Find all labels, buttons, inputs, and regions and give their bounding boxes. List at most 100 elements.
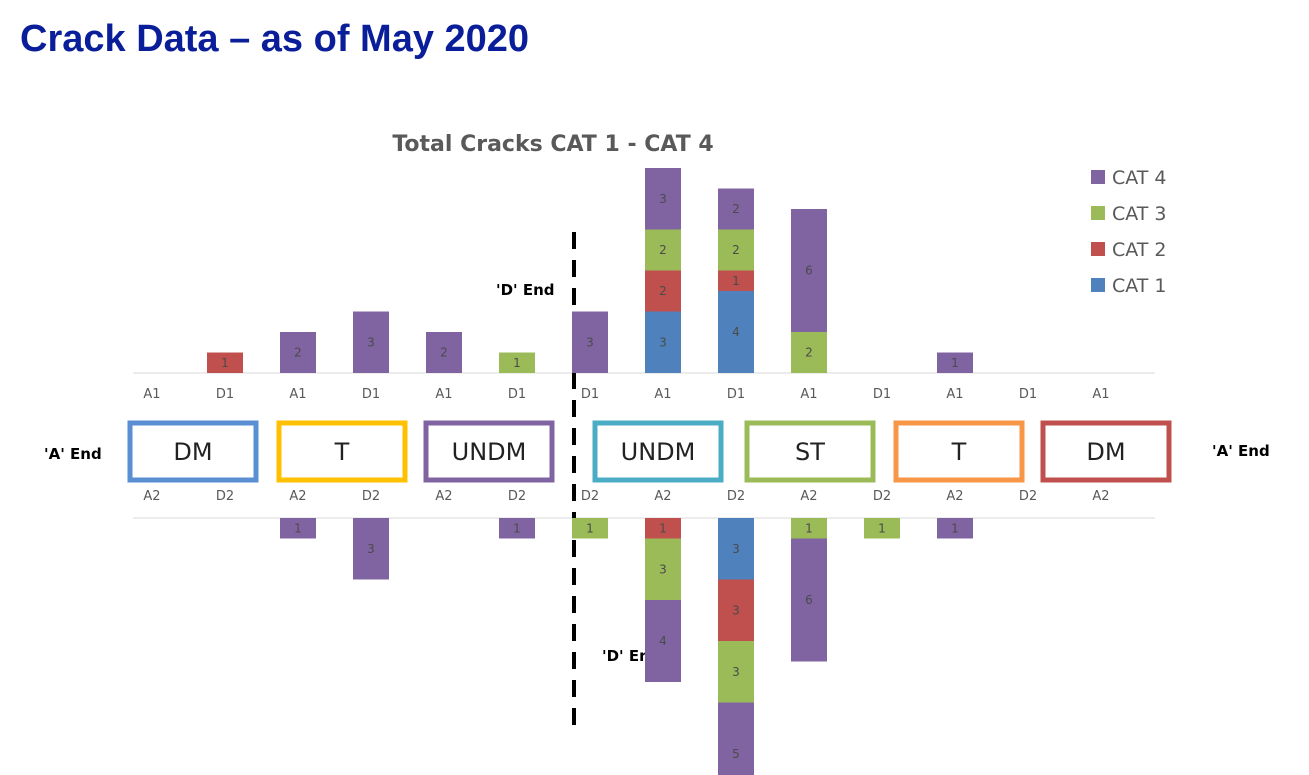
segment-value-label: 4 [659, 634, 667, 648]
bottom-bar-segment [864, 518, 900, 539]
top-tick-label: A1 [143, 387, 160, 402]
segment-value-label: 2 [732, 243, 740, 257]
car-label: ST [795, 438, 825, 466]
a-end-label-left: 'A' End [44, 445, 102, 463]
segment-value-label: 1 [878, 521, 886, 535]
car-label: DM [173, 438, 212, 466]
bottom-tick-label: A2 [435, 489, 452, 504]
segment-value-label: 1 [732, 274, 740, 288]
legend-label: CAT 3 [1112, 203, 1167, 225]
bottom-bar-segment [937, 518, 973, 539]
top-bar-segment [645, 311, 681, 373]
car-label: DM [1086, 438, 1125, 466]
bottom-tick-label: D2 [216, 489, 234, 504]
bottom-tick-label: A2 [800, 489, 817, 504]
bottom-tick-label: D2 [873, 489, 891, 504]
segment-value-label: 3 [732, 665, 740, 679]
segment-value-label: 2 [440, 346, 448, 360]
bottom-tick-label: A2 [654, 489, 671, 504]
top-bar-segment [499, 352, 535, 373]
slide-title: Crack Data – as of May 2020 [20, 18, 530, 60]
bottom-bar-segment [645, 600, 681, 682]
top-tick-label: A1 [800, 387, 817, 402]
top-tick-label: A1 [289, 387, 306, 402]
top-bar-segment [718, 229, 754, 271]
segment-value-label: 3 [659, 335, 667, 349]
bottom-bar-segment [718, 641, 754, 703]
segment-value-label: 3 [586, 335, 594, 349]
segment-value-label: 3 [732, 542, 740, 556]
bottom-bar-segment [791, 538, 827, 662]
bottom-bar-segment [280, 518, 316, 539]
top-bar-segment [791, 332, 827, 373]
legend-swatch [1091, 206, 1105, 220]
bottom-tick-label: A2 [946, 489, 963, 504]
top-bar-segment [718, 270, 754, 291]
top-bar-segment [207, 352, 243, 373]
top-bar-segment [353, 311, 389, 373]
bottom-tick-label: D2 [1019, 489, 1037, 504]
segment-value-label: 2 [659, 284, 667, 298]
bottom-bar-segment [791, 518, 827, 539]
top-tick-label: D1 [581, 387, 599, 402]
legend: CAT 4 CAT 3 CAT 2 CAT 1 [1091, 167, 1167, 297]
legend-label: CAT 4 [1112, 167, 1167, 189]
segment-value-label: 5 [732, 747, 740, 761]
bottom-tick-label: A2 [1092, 489, 1109, 504]
segment-value-label: 3 [732, 603, 740, 617]
top-bar-segment [937, 352, 973, 373]
top-tick-label: A1 [1092, 387, 1109, 402]
car-box [127, 420, 259, 483]
car-box [893, 420, 1025, 483]
top-bar-segment [645, 229, 681, 271]
bottom-tick-label: D2 [508, 489, 526, 504]
segment-value-label: 1 [221, 356, 229, 370]
top-tick-label: D1 [362, 387, 380, 402]
bottom-bar-segment [499, 518, 535, 539]
bottom-bar-segment [645, 538, 681, 600]
legend-swatch [1091, 242, 1105, 256]
top-tick-label: D1 [873, 387, 891, 402]
car-label: UNDM [452, 438, 527, 466]
top-bar-segment [718, 291, 754, 373]
segment-value-label: 6 [805, 593, 813, 607]
top-tick-label: A1 [946, 387, 963, 402]
top-tick-label: A1 [435, 387, 452, 402]
segment-value-label: 6 [805, 264, 813, 278]
segment-value-label: 1 [513, 521, 521, 535]
segment-value-label: 3 [659, 192, 667, 206]
segment-value-label: 2 [294, 346, 302, 360]
car-box [1040, 420, 1172, 483]
bottom-bar-segment [718, 518, 754, 580]
segment-value-label: 1 [294, 521, 302, 535]
legend-swatch [1091, 278, 1105, 292]
legend-swatch [1091, 170, 1105, 184]
legend-label: CAT 1 [1112, 275, 1167, 297]
segment-value-label: 1 [951, 356, 959, 370]
top-tick-label: D1 [216, 387, 234, 402]
top-tick-label: D1 [1019, 387, 1037, 402]
d-end-label-top: 'D' End [496, 281, 555, 299]
segment-value-label: 2 [732, 202, 740, 216]
segment-value-label: 1 [513, 356, 521, 370]
bottom-tick-label: A2 [143, 489, 160, 504]
top-bar-segment [280, 332, 316, 373]
segment-value-label: 1 [659, 521, 667, 535]
segment-value-label: 3 [659, 562, 667, 576]
bottom-tick-label: D2 [362, 489, 380, 504]
segment-value-label: 1 [586, 521, 594, 535]
segment-value-label: 1 [805, 521, 813, 535]
top-bar-segment [645, 168, 681, 230]
top-tick-label: D1 [508, 387, 526, 402]
top-bar-segment [426, 332, 462, 373]
segment-value-label: 1 [951, 521, 959, 535]
segment-value-label: 4 [732, 325, 740, 339]
top-bar-segment [791, 209, 827, 332]
top-bar-segment [645, 270, 681, 312]
car-label: UNDM [621, 438, 696, 466]
bottom-tick-label: D2 [727, 489, 745, 504]
segment-value-label: 2 [805, 346, 813, 360]
car-box [276, 420, 408, 483]
